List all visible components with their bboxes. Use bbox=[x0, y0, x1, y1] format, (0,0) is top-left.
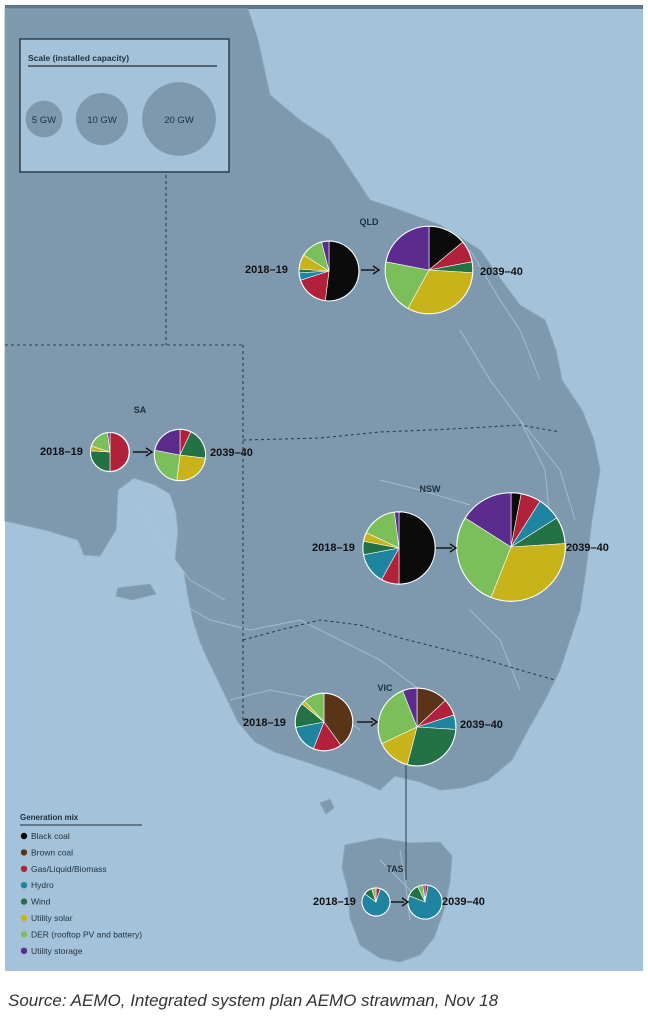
tas-after-label: 2039–40 bbox=[442, 896, 485, 908]
vic-arrow-icon bbox=[357, 717, 379, 727]
nsw-after-slice-utility-storage bbox=[464, 492, 512, 548]
nsw-before-pie bbox=[362, 511, 436, 585]
region-name-tas: TAS bbox=[386, 864, 403, 874]
legend-swatch-gas bbox=[20, 865, 28, 872]
tas-before-slice-der bbox=[371, 887, 377, 903]
legend-label-hydro: Hydro bbox=[31, 880, 54, 890]
region-qld: QLD 2018–19 2039–40 bbox=[245, 217, 523, 315]
sa-arrow-icon bbox=[133, 447, 154, 457]
sa-after-label: 2039–40 bbox=[210, 447, 253, 459]
region-vic: VIC 2018–19 2039–40 bbox=[243, 683, 503, 767]
tas-arrow-icon bbox=[391, 897, 410, 907]
scale-circle-20gw bbox=[142, 82, 216, 156]
sa-before-slice-gas bbox=[109, 432, 130, 472]
tasmania bbox=[341, 837, 453, 963]
bass-strait-island bbox=[319, 798, 335, 815]
transmission-lines bbox=[134, 249, 576, 921]
vic-after-slice-der bbox=[378, 690, 418, 744]
legend-label-black-coal: Black coal bbox=[31, 831, 70, 841]
legend-label-wind: Wind bbox=[31, 897, 51, 907]
source-caption: Source: AEMO, Integrated system plan AEM… bbox=[8, 991, 499, 1010]
legend-swatch-utility-solar bbox=[20, 914, 28, 922]
region-nsw: NSW 2018–19 2039–40 bbox=[312, 484, 609, 602]
region-name-sa: SA bbox=[134, 405, 147, 415]
nsw-arrow-icon bbox=[436, 543, 458, 553]
qld-after-slice-der bbox=[385, 261, 430, 309]
vic-before-label: 2018–19 bbox=[243, 717, 286, 729]
tas-before-label: 2018–19 bbox=[313, 896, 356, 908]
tas-after-slice-utility-storage bbox=[422, 884, 426, 903]
vic-after-slice-wind bbox=[407, 726, 456, 766]
vic-before-slice-brown-coal bbox=[323, 693, 353, 746]
legend-swatch-brown-coal bbox=[20, 849, 28, 856]
legend-label-brown-coal: Brown coal bbox=[31, 847, 73, 857]
legend-label-utility-solar: Utility solar bbox=[31, 913, 73, 923]
border-nsw-vic bbox=[242, 619, 556, 681]
scale-circle-5gw bbox=[25, 100, 63, 138]
region-sa: SA 2018–19 2039–40 bbox=[40, 405, 253, 482]
generation-mix-legend: Generation mix Black coal Brown coal Gas/L… bbox=[20, 813, 142, 956]
vic-after-pie bbox=[377, 687, 457, 767]
map-top-bar bbox=[5, 5, 643, 9]
legend-label-gas: Gas/Liquid/Biomass bbox=[31, 864, 107, 874]
legend-title: Generation mix bbox=[20, 813, 79, 822]
legend-label-der: DER (rooftop PV and battery) bbox=[31, 929, 142, 939]
legend-swatch-black-coal bbox=[20, 832, 28, 840]
qld-after-label: 2039–40 bbox=[480, 266, 523, 278]
legend-swatch-utility-storage bbox=[20, 947, 28, 954]
border-qld-nsw bbox=[242, 424, 561, 441]
legend-label-utility-storage: Utility storage bbox=[31, 946, 83, 956]
vic-before-slice-der bbox=[304, 693, 325, 723]
scale-box-title: Scale (installed capacity) bbox=[28, 53, 129, 63]
sa-after-slice-utility-solar bbox=[176, 454, 206, 481]
nsw-before-label: 2018–19 bbox=[312, 542, 355, 554]
vic-before-pie bbox=[294, 692, 354, 752]
scale-circle-10gw bbox=[75, 92, 129, 146]
tas-before-pie bbox=[361, 887, 391, 917]
qld-arrow-icon bbox=[361, 265, 381, 275]
land bbox=[4, 8, 601, 963]
sa-before-slice-wind bbox=[90, 450, 111, 472]
qld-before-slice-utility-storage bbox=[321, 240, 330, 272]
qld-after-slice-utility-solar bbox=[407, 269, 473, 314]
nsw-after-slice-der bbox=[456, 517, 512, 598]
region-name-qld: QLD bbox=[360, 217, 379, 227]
qld-before-pie bbox=[298, 240, 360, 302]
tas-after-pie bbox=[407, 884, 443, 920]
vic-after-label: 2039–40 bbox=[460, 719, 503, 731]
pie-layer: QLD 2018–19 2039–40 SA 2018–19 2039–40 NSW 2018… bbox=[40, 217, 609, 920]
sa-after-slice-utility-storage bbox=[154, 429, 181, 456]
mainland-australia bbox=[4, 8, 601, 791]
legend-swatch-hydro bbox=[20, 882, 28, 889]
legend-swatch-der bbox=[20, 931, 28, 938]
nsw-before-slice-black-coal bbox=[398, 511, 436, 585]
qld-after-pie bbox=[384, 225, 474, 315]
sa-before-slice-utility-storage bbox=[107, 432, 111, 453]
kangaroo-island bbox=[115, 583, 157, 601]
vic-after-slice-utility-storage bbox=[402, 688, 418, 728]
scale-box: Scale (installed capacity) 5 GW 10 GW 20 G… bbox=[19, 38, 230, 173]
sa-before-label: 2018–19 bbox=[40, 446, 83, 458]
scale-label-20gw: 20 GW bbox=[164, 115, 194, 126]
legend-swatch-wind bbox=[20, 898, 28, 905]
nsw-before-slice-utility-storage bbox=[394, 511, 400, 549]
nsw-after-pie bbox=[456, 492, 566, 602]
nsw-after-label: 2039–40 bbox=[566, 542, 609, 554]
scale-label-5gw: 5 GW bbox=[32, 115, 56, 126]
region-tas: TAS 2018–19 2039–40 bbox=[313, 864, 485, 920]
qld-before-slice-black-coal bbox=[324, 240, 359, 302]
region-name-vic: VIC bbox=[377, 683, 393, 693]
sa-after-slice-der bbox=[154, 449, 181, 481]
sa-after-pie bbox=[153, 428, 207, 482]
state-borders bbox=[5, 175, 561, 720]
qld-before-label: 2018–19 bbox=[245, 264, 288, 276]
scale-label-10gw: 10 GW bbox=[87, 115, 117, 126]
nsw-after-slice-utility-solar bbox=[490, 543, 566, 602]
qld-after-slice-utility-storage bbox=[385, 226, 430, 271]
region-name-nsw: NSW bbox=[420, 484, 442, 494]
sa-before-pie bbox=[89, 431, 131, 473]
